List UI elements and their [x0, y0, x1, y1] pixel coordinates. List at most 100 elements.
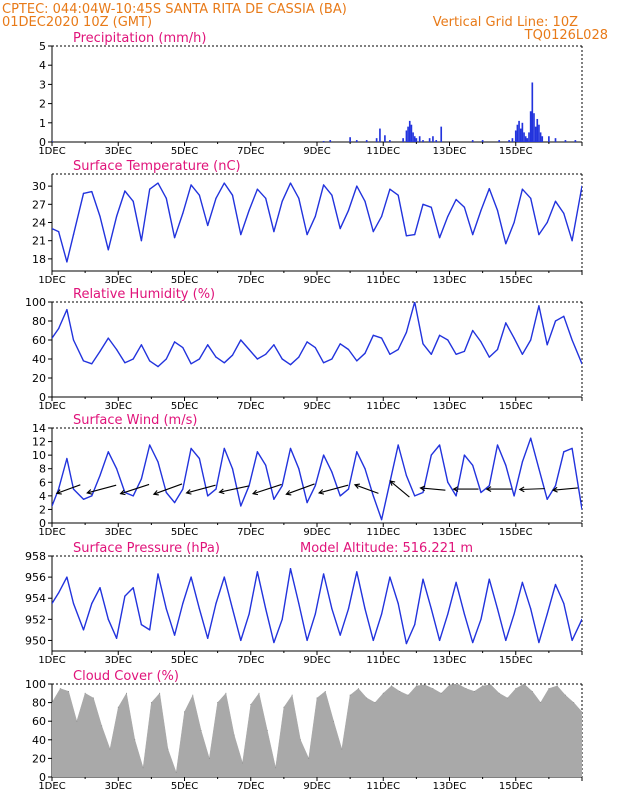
wind-arrow	[285, 483, 315, 496]
precipitation-bar	[365, 140, 368, 142]
wind-data-point	[273, 498, 275, 500]
wind-arrow-shaft	[286, 483, 315, 495]
wind-y-tick-label: 4	[39, 490, 46, 503]
cloud-cover-x-tick-label: 13DEC	[433, 781, 467, 792]
humidity-data-point	[513, 337, 515, 339]
cloud-cover-data-point	[482, 685, 484, 687]
pressure-x-tick-label: 3DEC	[105, 655, 132, 666]
pressure-data-point	[380, 613, 383, 615]
pressure-data-point	[207, 637, 209, 639]
pressure-data-point	[521, 581, 523, 583]
cloud-cover-data-point	[316, 697, 318, 699]
wind-data-point	[480, 491, 482, 494]
pressure-data-point	[99, 587, 101, 589]
humidity-data-point	[571, 339, 573, 341]
temperature-x-tick-label: 9DEC	[303, 275, 330, 286]
temperature-data-point	[372, 230, 374, 233]
humidity-data-point	[339, 343, 341, 345]
cloud-cover-data-point	[424, 684, 426, 686]
temperature-data-point	[72, 234, 75, 236]
temperature-data-point	[455, 198, 457, 201]
temperature-data-point	[347, 209, 350, 211]
humidity-data-point	[115, 348, 118, 351]
precipitation-bar	[511, 138, 514, 142]
precipitation-bar	[375, 138, 378, 142]
cloud-cover-y-tick-label: 20	[32, 752, 46, 765]
temperature-data-point	[82, 192, 85, 194]
wind-arrow-head	[551, 486, 558, 493]
pressure-data-point	[107, 618, 109, 620]
wind-data-point	[306, 502, 308, 504]
wind-data-point	[339, 495, 341, 497]
temperature-data-point	[215, 197, 217, 199]
cloud-cover-x-tick-label: 1DEC	[38, 781, 65, 792]
wind-data-point	[364, 468, 366, 470]
wind-arrow	[218, 485, 249, 495]
humidity-data-point	[356, 360, 358, 362]
pressure-data-point	[389, 576, 391, 578]
wind-x-tick-label: 1DEC	[38, 527, 65, 538]
cloud-cover-data-point	[175, 771, 177, 773]
temperature-data-point	[447, 215, 449, 218]
temperature-data-point	[165, 197, 167, 199]
cloud-cover-data-point	[515, 688, 517, 690]
precipitation-bar	[52, 141, 53, 142]
wind-data-point	[91, 495, 93, 497]
pressure-data-point	[52, 602, 53, 605]
wind-data-point	[82, 498, 85, 500]
precipitation-x-tick-label: 11DEC	[366, 146, 400, 157]
temperature-data-point	[339, 227, 341, 230]
cloud-cover-data-point	[374, 702, 376, 704]
pressure-plot-area	[52, 568, 582, 645]
temperature-data-point	[289, 182, 292, 184]
humidity-x-tick-label: 13DEC	[433, 401, 467, 412]
wind-y-tick-label: 0	[39, 517, 46, 530]
precipitation-bar	[408, 120, 411, 142]
precipitation-bar	[329, 140, 332, 142]
wind-arrow	[551, 486, 578, 493]
wind-data-point	[380, 519, 383, 521]
temperature-data-point	[198, 194, 201, 196]
wind-data-point	[314, 485, 316, 487]
precipitation-bar	[355, 140, 358, 142]
humidity-data-point	[52, 337, 53, 339]
humidity-x-tick-label: 7DEC	[237, 401, 264, 412]
humidity-data-point	[554, 320, 557, 322]
precipitation-y-tick-label: 0	[39, 136, 46, 149]
cloud-cover-data-point	[241, 762, 243, 764]
pressure-data-point	[513, 613, 515, 615]
wind-arrow-shaft	[153, 483, 183, 495]
wind-arrow-head	[251, 489, 259, 496]
pressure-data-point	[248, 613, 250, 615]
precipitation-bar	[418, 136, 421, 142]
humidity-data-point	[447, 339, 449, 341]
humidity-data-point	[289, 364, 292, 366]
wind-x-tick-label: 11DEC	[366, 527, 400, 538]
cloud-cover-data-point	[498, 692, 500, 694]
wind-arrow-shaft	[354, 484, 379, 494]
precipitation-bar	[440, 126, 443, 142]
cloud-cover-data-point	[159, 692, 161, 694]
humidity-data-point	[124, 362, 126, 364]
humidity-data-point	[107, 337, 109, 339]
humidity-data-point	[530, 339, 532, 341]
wind-arrow-shaft	[318, 484, 349, 494]
temperature-data-point	[546, 221, 548, 224]
humidity-data-point	[248, 348, 250, 351]
temperature-data-point	[488, 187, 490, 190]
cloud-cover-data-point	[150, 702, 152, 704]
pressure-data-point	[571, 639, 573, 642]
header-model-code: TQ0126L028	[524, 28, 608, 43]
temperature-data-point	[231, 194, 234, 196]
cloud-cover-title: Cloud Cover (%)	[73, 669, 179, 684]
humidity-panel: 0 20 40 60 80 100 1DEC 3DEC 5DEC 7DEC 9DEC 11DEC 13D…	[25, 287, 583, 412]
humidity-data-point	[314, 347, 316, 349]
precipitation-y-tick-label: 4	[39, 59, 46, 72]
precipitation-bar	[384, 135, 386, 142]
wind-data-point	[298, 468, 300, 470]
cloud-cover-data-point	[473, 690, 475, 692]
cloud-cover-data-point	[382, 692, 384, 694]
wind-data-point	[240, 505, 242, 507]
humidity-data-point	[215, 356, 217, 358]
